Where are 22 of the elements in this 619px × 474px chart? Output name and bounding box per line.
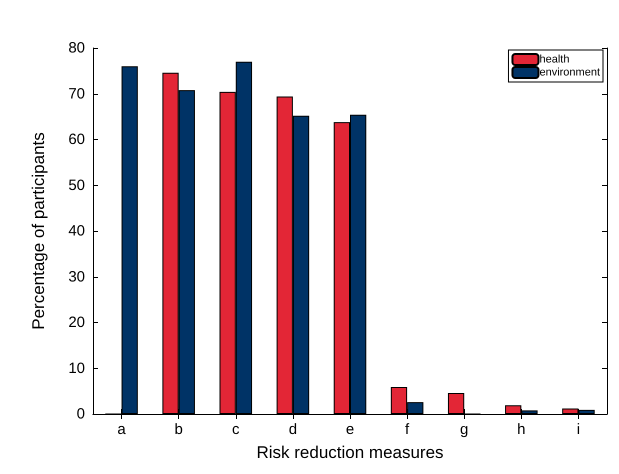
y-tick-label: 20 bbox=[68, 314, 85, 331]
legend-label: environment bbox=[539, 66, 600, 78]
y-tick-label: 30 bbox=[68, 268, 85, 286]
y-axis-title: Percentage of participants bbox=[29, 132, 48, 330]
x-tick-label: g bbox=[460, 421, 468, 438]
x-tick-label: e bbox=[346, 421, 354, 438]
x-tick-label: i bbox=[576, 421, 580, 438]
y-tick-label: 0 bbox=[76, 406, 85, 422]
y-tick-label: 60 bbox=[68, 131, 85, 148]
x-axis-title: Risk reduction measures bbox=[256, 443, 444, 462]
y-tick-label: 10 bbox=[68, 360, 85, 377]
y-tick-label: 50 bbox=[68, 176, 85, 194]
x-tick-label: c bbox=[232, 421, 240, 438]
y-tick-label: 70 bbox=[68, 85, 85, 102]
x-tick-label: d bbox=[288, 421, 298, 438]
x-tick-label: h bbox=[517, 421, 526, 438]
legend-label: health bbox=[539, 54, 570, 66]
x-tick-label: f bbox=[405, 421, 410, 438]
y-tick-label: 80 bbox=[68, 40, 85, 56]
x-tick-label: a bbox=[117, 421, 126, 438]
y-tick-label: 40 bbox=[68, 222, 85, 240]
x-tick-label: b bbox=[174, 421, 183, 438]
